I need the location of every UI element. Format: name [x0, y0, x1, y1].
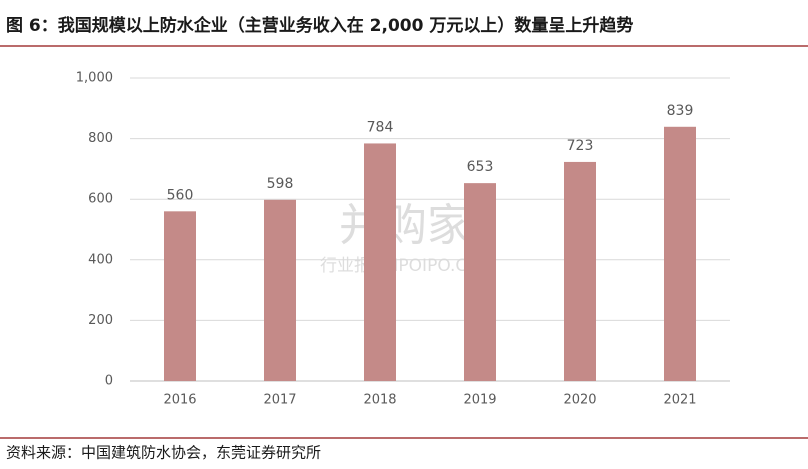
y-tick-label: 400	[88, 252, 113, 267]
x-tick-label: 2021	[663, 393, 696, 408]
bar	[264, 199, 296, 381]
y-tick-label: 1,000	[76, 71, 113, 86]
bar	[164, 211, 196, 381]
chart-title: 图 6：我国规模以上防水企业（主营业务收入在 2,000 万元以上）数量呈上升趋…	[6, 15, 633, 36]
y-tick-label: 600	[88, 192, 113, 207]
value-label: 723	[567, 138, 594, 154]
value-label: 560	[167, 187, 194, 203]
value-label: 598	[267, 176, 294, 192]
source-note: 资料来源：中国建筑防水协会，东莞证券研究所	[6, 444, 321, 462]
y-tick-label: 800	[88, 131, 113, 146]
x-tick-label: 2019	[463, 393, 496, 408]
value-label: 784	[367, 119, 394, 135]
bar	[464, 183, 496, 381]
watermark-text: 行业报告 IPOIPO.CN	[320, 256, 480, 276]
bar	[364, 143, 396, 381]
y-tick-label: 0	[105, 374, 113, 389]
bar	[664, 126, 696, 382]
value-label: 839	[667, 103, 694, 119]
value-label: 653	[467, 159, 494, 175]
x-tick-label: 2020	[563, 393, 596, 408]
watermark-brand: 并购家	[339, 200, 471, 251]
y-tick-label: 200	[88, 313, 113, 328]
x-tick-label: 2017	[263, 393, 296, 408]
bar	[564, 161, 596, 381]
x-tick-label: 2016	[163, 393, 196, 408]
x-tick-label: 2018	[363, 393, 396, 408]
